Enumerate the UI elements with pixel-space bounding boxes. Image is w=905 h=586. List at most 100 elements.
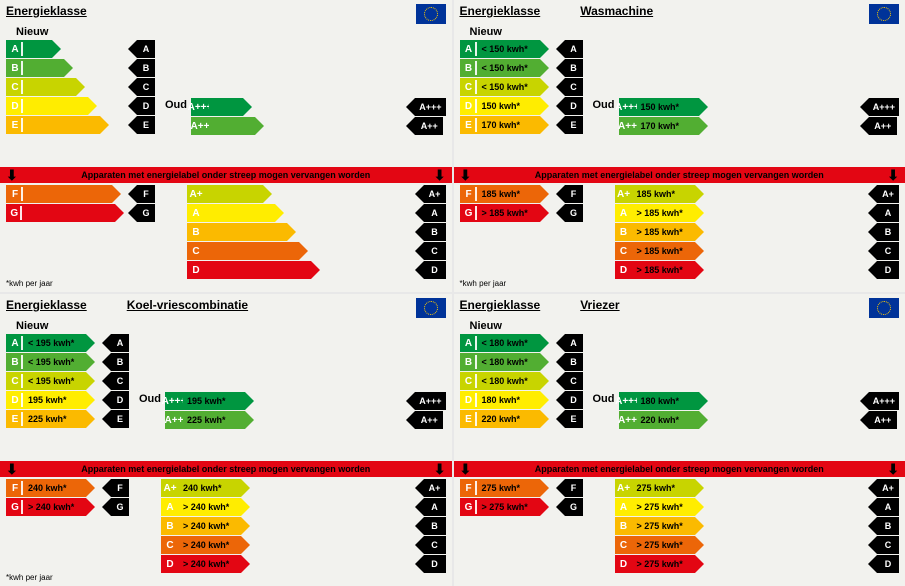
energy-letter: A bbox=[161, 498, 179, 516]
energy-value: > 275 kwh* bbox=[633, 498, 695, 516]
black-arrow-A+: A+ bbox=[415, 479, 446, 497]
energy-letter: A+ bbox=[615, 185, 633, 203]
energy-value bbox=[209, 117, 255, 135]
energy-arrow-A+++: A+++ 150 kwh* bbox=[619, 98, 708, 116]
black-arrow-A+++: A+++ bbox=[860, 98, 899, 116]
col-new-black: A B C D E bbox=[556, 40, 583, 135]
energy-arrow-A++: A++ 225 kwh* bbox=[165, 411, 254, 429]
black-arrow-label: A bbox=[424, 204, 446, 222]
energy-value: 225 kwh* bbox=[183, 411, 245, 429]
panel-title: Energieklasse bbox=[460, 4, 541, 18]
black-arrow-label: A++ bbox=[415, 411, 443, 429]
energy-arrow-A+: A+ 185 kwh* bbox=[615, 185, 704, 203]
energy-value: 220 kwh* bbox=[637, 411, 699, 429]
energy-letter: C bbox=[460, 78, 478, 96]
down-arrow-icon: ⬇ bbox=[887, 167, 899, 184]
black-arrow-A+: A+ bbox=[868, 185, 899, 203]
energy-arrow-E: E 220 kwh* bbox=[460, 410, 552, 428]
black-arrow-F: F bbox=[128, 185, 155, 203]
black-arrow-E: E bbox=[128, 116, 155, 134]
black-arrow-label: A++ bbox=[869, 411, 897, 429]
footnote: *kwh per jaar bbox=[6, 279, 53, 288]
energy-arrow-C: C bbox=[6, 78, 124, 96]
col-old-arrows-below: A+ A B C D bbox=[187, 185, 320, 279]
energy-value: 170 kwh* bbox=[637, 117, 699, 135]
energy-arrow-B: B bbox=[6, 59, 124, 77]
energy-arrow-C: C > 185 kwh* bbox=[615, 242, 704, 260]
energy-value: 195 kwh* bbox=[24, 391, 86, 409]
black-arrow-D: D bbox=[556, 97, 583, 115]
energy-value: < 195 kwh* bbox=[24, 353, 86, 371]
black-arrow-label: B bbox=[111, 353, 129, 371]
energy-arrow-A++: A++ bbox=[191, 117, 264, 135]
black-arrow-E: E bbox=[102, 410, 129, 428]
black-arrow-A: A bbox=[415, 498, 446, 516]
energy-arrow-G: G > 275 kwh* bbox=[460, 498, 552, 516]
col-new-arrows-below: F 185 kwh* G > 185 kwh* bbox=[460, 185, 552, 279]
col-old-black: A+++ A++ bbox=[406, 40, 445, 135]
col-old-black: A+++ A++ bbox=[860, 40, 899, 135]
energy-arrow-B: B bbox=[187, 223, 320, 241]
col-new-arrows-below: F G bbox=[6, 185, 124, 279]
energy-value: < 180 kwh* bbox=[478, 353, 540, 371]
energy-letter: A++ bbox=[619, 117, 637, 135]
nieuw-label: Nieuw bbox=[470, 26, 900, 38]
black-arrow-label: B bbox=[565, 353, 583, 371]
energy-arrow-B: B < 150 kwh* bbox=[460, 59, 552, 77]
black-arrow-D: D bbox=[868, 261, 899, 279]
energy-value: 150 kwh* bbox=[637, 98, 699, 116]
down-arrow-icon: ⬇ bbox=[434, 167, 446, 184]
energy-arrow-A+++: A+++ 195 kwh* bbox=[165, 392, 254, 410]
energy-value bbox=[24, 116, 100, 134]
banner-text: Apparaten met energielabel onder streep … bbox=[535, 464, 824, 474]
energy-letter: B bbox=[6, 59, 24, 77]
energy-letter: C bbox=[6, 372, 24, 390]
energy-value: 275 kwh* bbox=[478, 479, 540, 497]
black-arrow-label: B bbox=[137, 59, 155, 77]
energy-value: < 195 kwh* bbox=[24, 372, 86, 390]
energy-arrow-D: D > 275 kwh* bbox=[615, 555, 704, 573]
black-arrow-label: A bbox=[424, 498, 446, 516]
energy-value: > 185 kwh* bbox=[633, 242, 695, 260]
energy-value bbox=[205, 261, 311, 279]
energy-letter: D bbox=[187, 261, 205, 279]
col-old-wrap: Oud bbox=[593, 334, 615, 429]
energy-letter: C bbox=[460, 372, 478, 390]
black-arrow-B: B bbox=[556, 353, 583, 371]
energy-value bbox=[205, 204, 275, 222]
black-arrow-B: B bbox=[128, 59, 155, 77]
energy-value: > 275 kwh* bbox=[478, 498, 540, 516]
energy-letter: A bbox=[6, 334, 24, 352]
energy-arrow-G: G > 240 kwh* bbox=[6, 498, 98, 516]
energy-letter: A+ bbox=[161, 479, 179, 497]
col-old-wrap: Oud bbox=[139, 334, 161, 429]
energy-value: > 240 kwh* bbox=[179, 498, 241, 516]
black-arrow-A: A bbox=[868, 498, 899, 516]
energy-arrow-A: A > 185 kwh* bbox=[615, 204, 704, 222]
energy-value: > 275 kwh* bbox=[633, 555, 695, 573]
black-arrow-A: A bbox=[556, 334, 583, 352]
energy-arrow-C: C > 275 kwh* bbox=[615, 536, 704, 554]
black-arrow-label: G bbox=[111, 498, 129, 516]
energy-value bbox=[24, 97, 88, 115]
black-arrow-label: A+++ bbox=[415, 98, 445, 116]
energy-value: < 195 kwh* bbox=[24, 334, 86, 352]
eu-flag-icon bbox=[416, 4, 446, 24]
panel-title: Energieklasse bbox=[6, 298, 87, 312]
energy-letter: A+++ bbox=[619, 392, 637, 410]
top-columns: A < 150 kwh* B < 150 kwh* C < 150 kwh* D… bbox=[460, 40, 900, 135]
black-arrow-label: E bbox=[565, 116, 583, 134]
energy-panel: Energieklasse Koel-vriescombinatie Nieuw… bbox=[0, 294, 452, 586]
energy-letter: F bbox=[460, 185, 478, 203]
energy-arrow-F: F bbox=[6, 185, 124, 203]
energy-arrow-C: C > 240 kwh* bbox=[161, 536, 250, 554]
energy-arrow-A+++: A+++ bbox=[191, 98, 264, 116]
energy-arrow-F: F 185 kwh* bbox=[460, 185, 552, 203]
energy-arrow-B: B < 180 kwh* bbox=[460, 353, 552, 371]
oud-label: Oud bbox=[139, 393, 161, 405]
energy-value: > 240 kwh* bbox=[179, 536, 241, 554]
energy-letter: B bbox=[615, 223, 633, 241]
black-arrow-G: G bbox=[556, 204, 583, 222]
bottom-columns: F G F G A+ A B C D A+ bbox=[6, 185, 446, 279]
energy-panel: Energieklasse Wasmachine Nieuw A < 150 k… bbox=[454, 0, 905, 292]
